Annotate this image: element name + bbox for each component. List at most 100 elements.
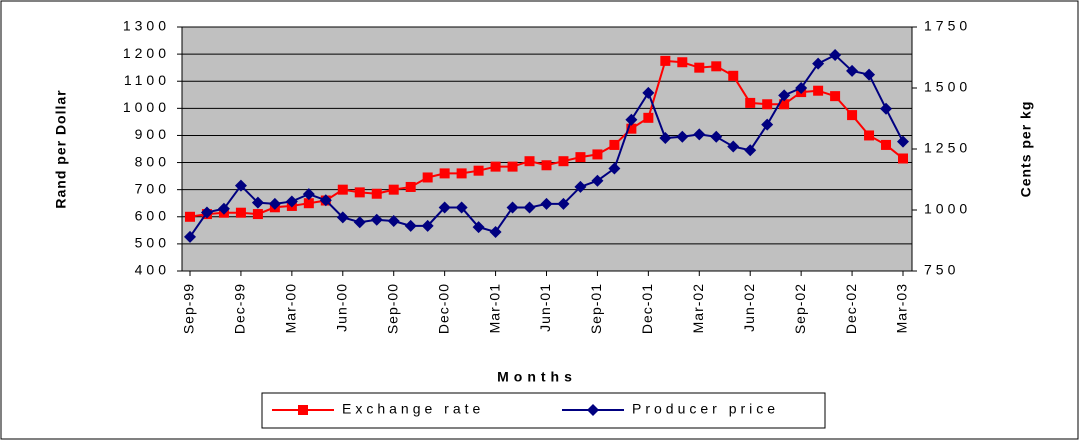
point: [541, 160, 552, 171]
point: [795, 82, 808, 94]
point: [587, 404, 599, 416]
point: [694, 62, 705, 73]
point: [540, 197, 553, 210]
x-tick-label: Dec-01: [639, 283, 655, 334]
x-tick-label: Jun-01: [537, 283, 553, 332]
point: [812, 57, 825, 70]
point: [524, 156, 535, 167]
point: [506, 201, 519, 214]
legend-box: [261, 392, 826, 429]
point: [405, 181, 416, 192]
point: [609, 139, 620, 150]
point: [847, 110, 858, 121]
point: [184, 230, 196, 243]
x-tick-label: Mar-02: [690, 283, 706, 333]
point: [608, 162, 621, 175]
point: [863, 68, 876, 81]
point: [507, 161, 518, 172]
point: [846, 64, 859, 77]
point: [864, 130, 875, 141]
y2-tick-label: 1750: [924, 18, 971, 34]
point: [558, 156, 569, 167]
point: [727, 140, 740, 153]
y-tick-label: 1000: [123, 99, 170, 115]
point: [643, 112, 654, 123]
point: [728, 70, 739, 81]
point: [303, 198, 314, 209]
x-tick-label: Sep-01: [588, 283, 604, 334]
point: [404, 219, 417, 232]
point: [745, 97, 756, 108]
point: [200, 206, 213, 219]
point: [370, 213, 383, 226]
point: [422, 172, 433, 183]
x-tick-label: Sep-02: [792, 283, 808, 334]
point: [557, 197, 570, 210]
point: [235, 207, 246, 218]
point: [693, 128, 706, 141]
point: [881, 139, 892, 150]
point: [575, 152, 586, 163]
x-tick-label: Sep-99: [181, 283, 197, 334]
point: [880, 102, 893, 115]
point: [455, 201, 468, 214]
legend-label: Producer price: [632, 401, 779, 417]
point: [438, 201, 451, 214]
point: [319, 194, 332, 207]
x-tick-label: Jun-00: [333, 283, 349, 332]
y2-tick-label: 1000: [924, 201, 971, 217]
y-tick-label: 1200: [123, 45, 170, 61]
y2-tick-label: 1250: [924, 140, 971, 156]
point: [779, 99, 790, 110]
point: [217, 202, 230, 215]
point: [285, 195, 298, 208]
point: [523, 201, 536, 214]
x-tick-label: Jun-02: [741, 283, 757, 332]
point: [473, 165, 484, 176]
point: [185, 211, 195, 222]
point: [677, 57, 688, 68]
y-tick-label: 800: [135, 153, 170, 169]
point: [234, 179, 247, 192]
point: [898, 153, 908, 164]
point: [829, 49, 842, 62]
point: [387, 214, 400, 227]
y-tick-label: 1100: [124, 72, 170, 88]
point: [626, 123, 637, 134]
point: [591, 174, 604, 187]
point: [302, 188, 315, 201]
point: [642, 86, 655, 99]
point: [336, 211, 349, 224]
point: [337, 184, 348, 195]
x-tick-label: Dec-99: [232, 283, 248, 334]
point: [761, 118, 774, 131]
x-tick-label: Mar-03: [894, 283, 910, 333]
point: [490, 161, 501, 172]
point: [388, 184, 399, 195]
x-axis-title: Months: [497, 369, 577, 385]
point: [676, 130, 689, 143]
point: [252, 209, 263, 220]
x-tick-label: Dec-00: [435, 283, 451, 334]
y-tick-label: 700: [135, 180, 170, 196]
x-tick-label: Mar-00: [283, 283, 299, 333]
point: [625, 113, 638, 126]
point: [472, 221, 485, 234]
point: [762, 99, 773, 110]
point: [489, 225, 502, 238]
point: [897, 135, 909, 148]
y-tick-label: 500: [135, 235, 170, 251]
x-tick-label: Sep-00: [384, 283, 400, 334]
legend-label: Exchange rate: [342, 401, 484, 417]
point: [592, 149, 603, 160]
point: [439, 168, 450, 179]
point: [711, 61, 722, 72]
point: [710, 130, 723, 143]
point: [659, 132, 672, 145]
point: [744, 144, 757, 157]
y2-axis-title: Cents per kg: [1018, 101, 1034, 198]
y-axis-title: Rand per Dollar: [53, 89, 69, 208]
y2-tick-label: 750: [924, 262, 959, 278]
point: [813, 85, 824, 96]
